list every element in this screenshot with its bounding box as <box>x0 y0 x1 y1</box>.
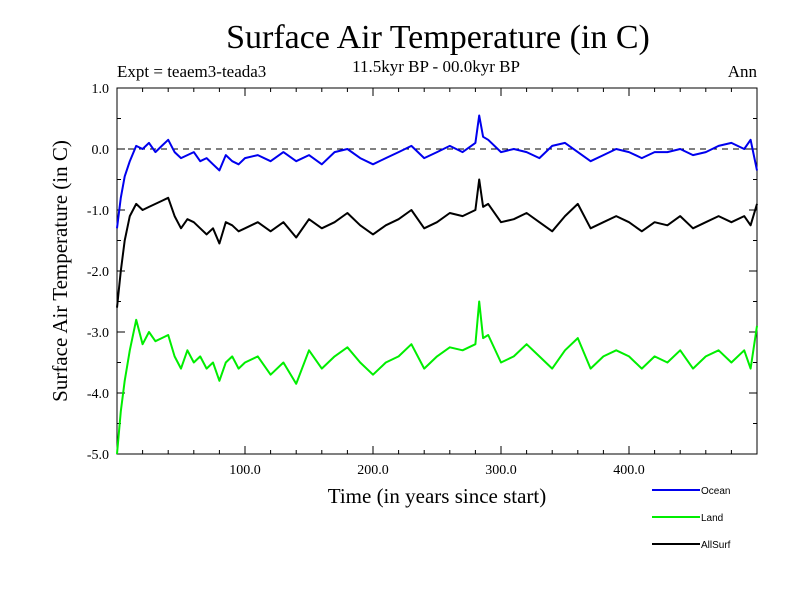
y-tick-label: -1.0 <box>87 204 109 219</box>
legend-label-land: Land <box>701 513 723 524</box>
experiment-label: Expt = teaem3-teada3 <box>117 62 266 81</box>
x-axis: 100.0 200.0 300.0 400.0 <box>142 88 732 478</box>
x-axis-label: Time (in years since start) <box>328 484 547 508</box>
x-tick-label: 100.0 <box>229 463 261 478</box>
x-tick-label: 400.0 <box>613 463 645 478</box>
series-lines <box>116 114 758 455</box>
y-tick-label: -3.0 <box>87 326 109 341</box>
x-tick-label: 200.0 <box>357 463 389 478</box>
legend: Ocean Land AllSurf <box>652 486 731 551</box>
y-axis-label: Surface Air Temperature (in C) <box>48 140 72 402</box>
legend-label-allsurf: AllSurf <box>701 540 731 551</box>
season-label: Ann <box>728 62 758 81</box>
chart-title: Surface Air Temperature (in C) <box>226 19 650 56</box>
legend-label-ocean: Ocean <box>701 486 730 497</box>
y-tick-label: -5.0 <box>87 448 109 463</box>
chart-subtitle: 11.5kyr BP - 00.0kyr BP <box>352 57 520 76</box>
x-tick-label: 300.0 <box>485 463 517 478</box>
y-axis: 1.0 0.0 -1.0 -2.0 -3.0 -4.0 -5.0 <box>87 82 757 463</box>
y-tick-label: 0.0 <box>92 143 110 158</box>
y-tick-label: 1.0 <box>92 82 110 97</box>
series-line-land <box>116 300 758 455</box>
series-line-allsurf <box>116 178 758 308</box>
series-line-ocean <box>116 114 758 229</box>
y-tick-label: -4.0 <box>87 387 109 402</box>
plot-frame <box>116 87 758 455</box>
y-tick-label: -2.0 <box>87 265 109 280</box>
